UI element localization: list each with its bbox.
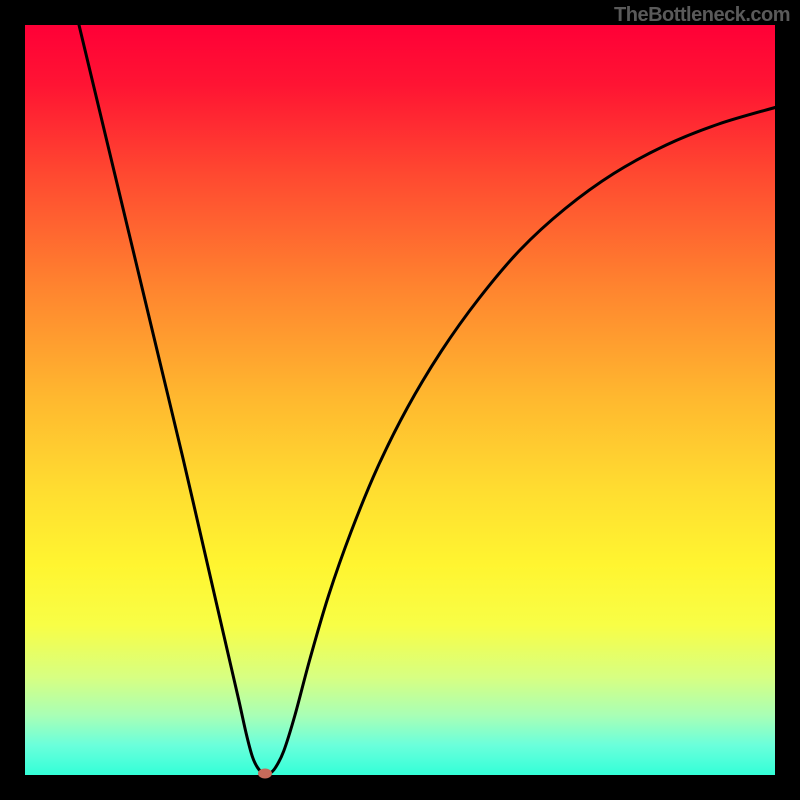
watermark-text: TheBottleneck.com bbox=[614, 4, 790, 27]
minimum-marker bbox=[258, 769, 272, 779]
chart-svg bbox=[0, 0, 800, 800]
plot-background bbox=[25, 25, 775, 775]
bottleneck-chart: TheBottleneck.com bbox=[0, 0, 800, 800]
